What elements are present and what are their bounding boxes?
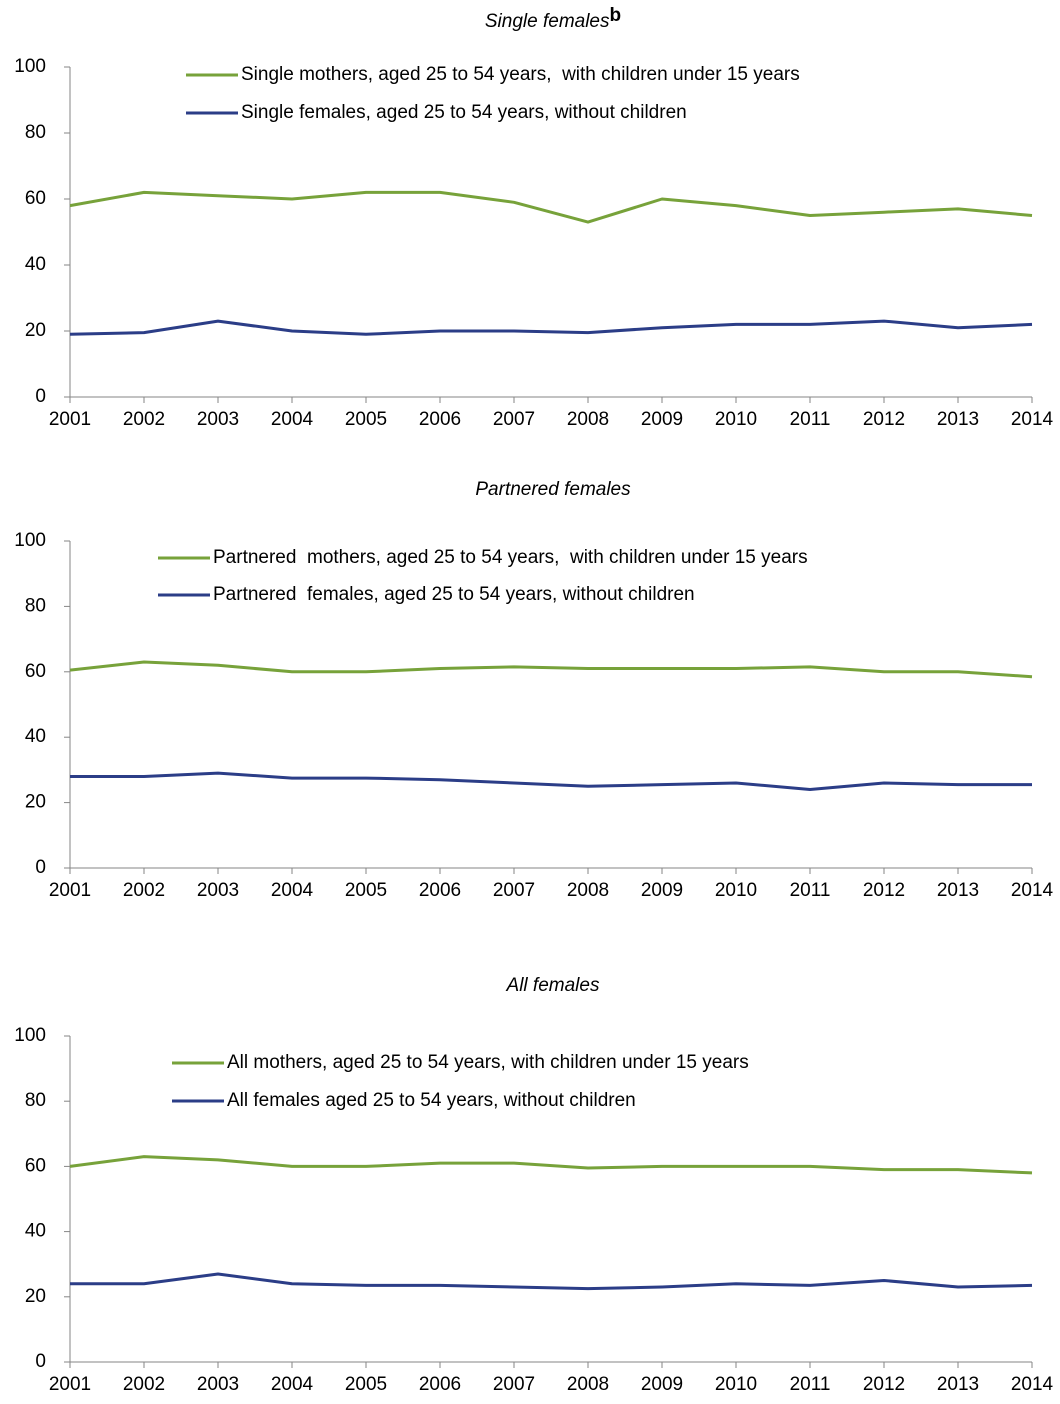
legend-label: Single mothers, aged 25 to 54 years, wit… xyxy=(241,64,800,85)
x-tick-label: 2013 xyxy=(937,409,979,430)
x-tick-label: 2013 xyxy=(937,1374,979,1395)
y-tick-label: 20 xyxy=(25,792,46,813)
series-line xyxy=(69,1155,1033,1175)
title-text: Single females xyxy=(485,11,610,32)
x-tick-label: 2001 xyxy=(49,1374,91,1395)
x-tick-label: 2002 xyxy=(123,880,165,901)
x-tick-label: 2008 xyxy=(567,880,609,901)
x-tick-label: 2014 xyxy=(1011,1374,1054,1395)
y-tick-label: 40 xyxy=(25,1221,46,1242)
y-tick-label: 100 xyxy=(14,56,46,77)
y-tick-label: 0 xyxy=(35,857,46,878)
x-tick-label: 2005 xyxy=(345,1374,387,1395)
y-tick-label: 80 xyxy=(25,1090,46,1111)
x-tick-label: 2009 xyxy=(641,409,683,430)
x-tick-label: 2013 xyxy=(937,880,979,901)
legend-label: All females aged 25 to 54 years, without… xyxy=(227,1090,636,1111)
x-tick-label: 2004 xyxy=(271,1374,314,1395)
legend-label: All mothers, aged 25 to 54 years, with c… xyxy=(227,1052,749,1073)
x-tick-label: 2002 xyxy=(123,409,165,430)
title-text: All females xyxy=(506,975,600,996)
y-tick-label: 60 xyxy=(25,1155,46,1176)
x-tick-label: 2004 xyxy=(271,880,314,901)
x-tick-label: 2010 xyxy=(715,409,757,430)
title-text: Partnered females xyxy=(475,479,631,500)
x-tick-label: 2006 xyxy=(419,880,461,901)
series-line xyxy=(70,1272,1033,1291)
x-tick-label: 2001 xyxy=(49,409,91,430)
x-tick-label: 2010 xyxy=(715,1374,757,1395)
x-tick-label: 2012 xyxy=(863,1374,905,1395)
x-tick-label: 2006 xyxy=(419,409,461,430)
y-tick-label: 20 xyxy=(25,1286,46,1307)
x-tick-label: 2006 xyxy=(419,1374,461,1395)
y-tick-label: 60 xyxy=(25,661,46,682)
y-tick-label: 100 xyxy=(14,530,46,551)
x-tick-label: 2007 xyxy=(493,880,535,901)
y-tick-label: 40 xyxy=(25,254,46,275)
chart-title: All females xyxy=(506,975,600,996)
y-tick-label: 80 xyxy=(25,595,46,616)
legend-label: Single females, aged 25 to 54 years, wit… xyxy=(241,102,687,123)
x-tick-label: 2002 xyxy=(123,1374,165,1395)
y-tick-label: 100 xyxy=(14,1025,46,1046)
chart-title: Partnered females xyxy=(475,479,631,500)
x-tick-label: 2001 xyxy=(49,880,91,901)
y-tick-label: 80 xyxy=(25,122,46,143)
legend-label: Partnered females, aged 25 to 54 years, … xyxy=(213,584,695,605)
y-tick-label: 40 xyxy=(25,726,46,747)
y-tick-label: 20 xyxy=(25,320,46,341)
x-tick-label: 2012 xyxy=(863,409,905,430)
x-tick-label: 2011 xyxy=(790,409,831,430)
series-line xyxy=(69,660,1033,679)
title-superscript: b xyxy=(610,5,622,26)
x-tick-label: 2011 xyxy=(790,1374,831,1395)
x-tick-label: 2011 xyxy=(790,880,831,901)
series-line xyxy=(69,319,1033,336)
x-tick-label: 2014 xyxy=(1011,409,1054,430)
legend-label: Partnered mothers, aged 25 to 54 years, … xyxy=(213,547,808,568)
series-line xyxy=(69,190,1033,224)
x-tick-label: 2009 xyxy=(641,1374,683,1395)
x-tick-label: 2012 xyxy=(863,880,905,901)
x-tick-label: 2007 xyxy=(493,1374,535,1395)
x-tick-label: 2008 xyxy=(567,409,609,430)
x-tick-label: 2010 xyxy=(715,880,757,901)
x-tick-label: 2008 xyxy=(567,1374,609,1395)
x-tick-label: 2005 xyxy=(345,409,387,430)
x-tick-label: 2003 xyxy=(197,880,239,901)
y-tick-label: 0 xyxy=(35,386,46,407)
series-line xyxy=(70,771,1032,792)
y-tick-label: 0 xyxy=(35,1351,46,1372)
x-tick-label: 2004 xyxy=(271,409,314,430)
x-tick-label: 2005 xyxy=(345,880,387,901)
y-tick-label: 60 xyxy=(25,188,46,209)
x-tick-label: 2003 xyxy=(197,1374,239,1395)
chart-title: Single femalesb xyxy=(485,5,621,32)
x-tick-label: 2007 xyxy=(493,409,535,430)
x-tick-label: 2014 xyxy=(1011,880,1054,901)
x-tick-label: 2003 xyxy=(197,409,239,430)
x-tick-label: 2009 xyxy=(641,880,683,901)
